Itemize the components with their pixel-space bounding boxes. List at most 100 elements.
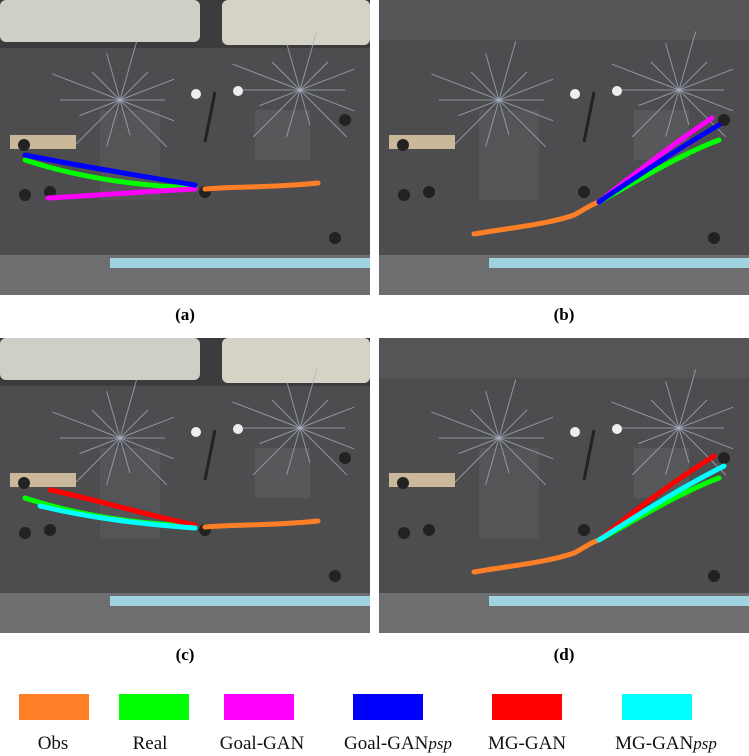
trajectory-goal-gan [45, 186, 198, 201]
tree-branch [678, 61, 708, 91]
tree-branch [299, 89, 311, 126]
tree-branch [678, 427, 690, 464]
tree-branch [299, 427, 355, 450]
pedestrian [718, 452, 730, 464]
tree-branch [91, 409, 121, 439]
pedestrian [397, 477, 409, 489]
panel-label-d: (d) [553, 645, 575, 664]
tram [0, 338, 200, 380]
tree-branch [451, 99, 500, 148]
tree-branch [79, 99, 121, 117]
lamp [191, 89, 201, 99]
tree-branch [232, 401, 301, 429]
tree-branch [498, 379, 517, 439]
trajectory-obs [202, 180, 321, 192]
tree-branch [286, 381, 301, 429]
tree-branch [498, 99, 547, 148]
pedestrian [18, 477, 30, 489]
pedestrian [423, 186, 435, 198]
lamp [570, 427, 580, 437]
legend-swatch-goal-gan [224, 694, 294, 720]
pedestrian [44, 524, 56, 536]
pedestrian [578, 186, 590, 198]
tree-branch [431, 73, 500, 101]
pedestrian [708, 232, 720, 244]
tree-branch [252, 89, 301, 138]
lamp [612, 86, 622, 96]
trajectory-mg-ganpsp [596, 463, 727, 543]
tree-branch [498, 78, 554, 101]
tree-branch [498, 409, 528, 439]
tree-branch [106, 391, 121, 439]
tree-branch [665, 43, 680, 91]
tree-branch [52, 73, 121, 101]
tree-branch [678, 89, 690, 126]
tree-branch [498, 71, 528, 101]
pedestrian [19, 527, 31, 539]
lamp [191, 427, 201, 437]
trajectory-mg-ganpsp [37, 503, 198, 531]
tree-branch [52, 411, 121, 439]
tree-branch [259, 427, 301, 445]
trajectory-real [22, 157, 198, 191]
tree-branch [79, 437, 121, 455]
pedestrian [708, 570, 720, 582]
tree-branch [119, 409, 149, 439]
tree-branch [498, 99, 554, 122]
trajectory-obs [471, 537, 602, 575]
tree-branch [611, 401, 680, 429]
lamp-post [203, 429, 217, 481]
tree-branch [485, 53, 500, 101]
scene-image-a [0, 0, 370, 295]
legend-label-obs: Obs [37, 733, 69, 754]
tree-branch [498, 437, 547, 486]
tree-branch [299, 61, 329, 91]
tree-branch [678, 89, 734, 112]
tree-branch [271, 61, 301, 91]
tree-branch [498, 99, 510, 136]
tree-branch [631, 89, 680, 138]
railing-top [110, 258, 370, 268]
tree-branch [485, 437, 500, 485]
pedestrian [339, 452, 351, 464]
tram [0, 0, 200, 42]
panel-label-c: (c) [175, 645, 195, 664]
tree-branch [299, 89, 348, 138]
tree-branch [119, 437, 131, 474]
tree-branch [678, 399, 708, 429]
pedestrian [329, 232, 341, 244]
tree-branch [119, 99, 131, 136]
tree-branch [650, 61, 680, 91]
tree-branch [299, 68, 355, 91]
tree-branch [259, 89, 301, 107]
scene-image-b [379, 0, 749, 295]
tree-branch [286, 427, 301, 475]
tree-branch [638, 427, 680, 445]
tree-branch [271, 399, 301, 429]
tree-grate [479, 110, 539, 200]
lamp-post [582, 429, 596, 481]
legend-label-real: Real [132, 733, 168, 754]
tree-branch [299, 399, 329, 429]
tree-branch [72, 99, 121, 148]
scene-image-d [379, 338, 749, 633]
tree-branch [470, 71, 500, 101]
tree-branch [119, 99, 175, 122]
tree-branch [498, 416, 554, 439]
tree-branch [678, 31, 697, 91]
tree-branch [631, 427, 680, 476]
legend-swatch-mg-gan-psp [622, 694, 692, 720]
tree-branch [119, 437, 168, 486]
track-area [379, 338, 749, 378]
railing-top [489, 258, 749, 268]
tree-grate [479, 448, 539, 538]
tree-branch [665, 427, 680, 475]
trajectory-obs [471, 199, 602, 237]
legend-swatch-mg-gan [492, 694, 562, 720]
tree-branch [119, 71, 149, 101]
pedestrian [578, 524, 590, 536]
pedestrian [18, 139, 30, 151]
tree-branch [72, 437, 121, 486]
tree-branch [458, 99, 500, 117]
lamp [612, 424, 622, 434]
